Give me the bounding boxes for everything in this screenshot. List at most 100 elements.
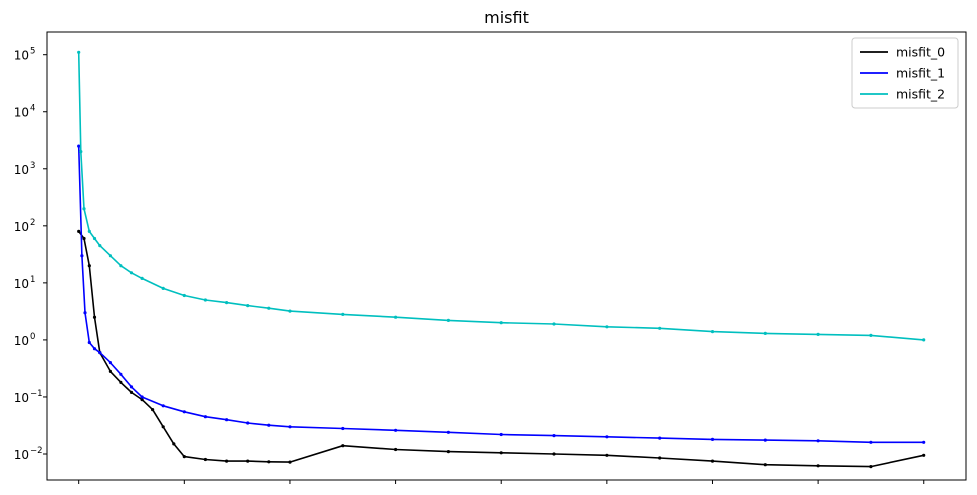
data-point-misfit_0-13 (203, 457, 207, 462)
data-point-misfit_1-20 (499, 432, 503, 437)
data-point-misfit_1-10 (161, 404, 165, 408)
data-point-misfit_1-7 (119, 372, 123, 376)
data-point-misfit_1-21 (552, 434, 556, 438)
data-point-misfit_1-24 (710, 437, 715, 441)
data-point-misfit_1-27 (869, 440, 873, 444)
y-tick-exponent-2: 2 (30, 218, 35, 228)
data-point-misfit_0-5 (108, 369, 112, 373)
data-point-misfit_2-7 (119, 264, 123, 268)
series-line-misfit_1 (77, 146, 924, 444)
y-tick-label-4: 10 (14, 106, 29, 120)
chart-title: misfit (484, 8, 529, 27)
y-tick-label-3: 10 (14, 163, 29, 177)
data-point-misfit_0-8 (140, 398, 144, 402)
data-point-misfit_2-18 (394, 315, 398, 319)
data-point-misfit_1-5 (98, 351, 102, 355)
data-point-misfit_2-15 (267, 306, 271, 310)
data-point-misfit_0-6 (119, 380, 123, 384)
y-tick-exponent-−2: −2 (30, 446, 43, 456)
series-line-misfit_2 (77, 52, 924, 341)
data-point-misfit_2-4 (92, 236, 97, 241)
data-point-misfit_2-26 (816, 332, 820, 336)
data-point-misfit_0-25 (710, 459, 715, 463)
data-point-misfit_1-15 (267, 423, 271, 427)
data-point-misfit_2-20 (499, 321, 503, 325)
data-point-misfit_0-3 (92, 315, 97, 319)
data-point-misfit_2-19 (446, 318, 450, 322)
data-point-misfit_1-2 (83, 311, 87, 315)
y-tick-label-−2: 10 (14, 448, 29, 462)
data-point-misfit_0-23 (605, 453, 609, 457)
y-tick-label-5: 10 (14, 49, 29, 63)
data-point-misfit_0-11 (172, 442, 176, 446)
data-point-misfit_0-22 (552, 452, 556, 456)
data-point-misfit_2-1 (79, 150, 83, 154)
data-point-misfit_1-18 (394, 428, 398, 432)
data-point-misfit_0-24 (658, 456, 662, 460)
data-point-misfit_1-0 (77, 144, 81, 148)
data-point-misfit_1-23 (658, 436, 662, 440)
legend-label-misfit_0: misfit_0 (896, 45, 945, 60)
data-point-misfit_0-28 (869, 465, 873, 469)
data-point-misfit_1-4 (92, 347, 97, 351)
y-tick-label-1: 10 (14, 277, 29, 291)
data-point-misfit_0-0 (77, 229, 81, 233)
data-point-misfit_2-25 (763, 331, 767, 335)
data-point-misfit_2-12 (203, 298, 207, 302)
data-point-misfit_2-0 (77, 50, 81, 54)
data-point-misfit_2-16 (288, 309, 292, 313)
data-point-misfit_0-17 (288, 460, 292, 464)
data-point-misfit_1-14 (246, 421, 250, 425)
y-tick-exponent-3: 3 (30, 161, 35, 171)
y-tick-exponent-0: 0 (30, 332, 35, 342)
data-point-misfit_1-28 (922, 440, 926, 444)
data-point-misfit_1-16 (288, 425, 292, 429)
data-point-misfit_2-3 (87, 229, 91, 233)
data-point-misfit_0-18 (341, 444, 345, 448)
data-point-misfit_1-26 (816, 439, 820, 443)
data-point-misfit_1-22 (605, 435, 609, 439)
data-point-misfit_2-2 (82, 207, 86, 211)
series-line-misfit_0 (78, 230, 924, 468)
data-point-misfit_2-5 (98, 244, 102, 248)
data-point-misfit_2-24 (710, 330, 715, 334)
data-point-misfit_1-11 (182, 410, 186, 414)
data-point-misfit_2-13 (225, 301, 229, 305)
data-point-misfit_2-11 (182, 293, 186, 298)
data-point-misfit_2-9 (140, 276, 144, 280)
data-point-misfit_2-27 (869, 333, 873, 337)
data-point-misfit_1-19 (446, 430, 450, 434)
legend: misfit_0 misfit_1 misfit_2 (851, 37, 959, 109)
plot-frame (46, 31, 967, 481)
data-point-misfit_2-6 (108, 254, 112, 258)
series-layer (77, 50, 926, 469)
data-point-misfit_2-21 (552, 322, 556, 326)
data-point-misfit_0-29 (922, 453, 926, 457)
legend-label-misfit_2: misfit_2 (896, 87, 945, 102)
y-tick-exponent-4: 4 (30, 104, 35, 114)
y-tick-exponent-−1: −1 (30, 389, 43, 399)
y-tick-exponent-5: 5 (30, 47, 35, 57)
y-tick-label-2: 10 (14, 220, 29, 234)
data-point-misfit_0-14 (225, 459, 229, 463)
data-point-misfit_0-20 (446, 450, 450, 454)
data-point-misfit_0-26 (763, 463, 767, 467)
data-point-misfit_0-9 (151, 408, 155, 412)
data-point-misfit_0-2 (87, 264, 91, 268)
data-point-misfit_1-25 (763, 438, 767, 442)
data-point-misfit_1-3 (87, 340, 91, 345)
data-point-misfit_2-17 (341, 312, 345, 316)
legend-frame (851, 37, 959, 109)
data-point-misfit_0-19 (394, 447, 398, 452)
data-point-misfit_2-22 (605, 325, 609, 329)
data-point-misfit_2-28 (922, 338, 926, 342)
data-point-misfit_1-17 (341, 426, 345, 431)
data-point-misfit_1-13 (225, 418, 229, 422)
data-point-misfit_0-10 (161, 425, 165, 429)
y-tick-label-0: 10 (14, 334, 29, 348)
data-point-misfit_1-9 (140, 395, 144, 399)
y-tick-label-−1: 10 (14, 391, 29, 405)
